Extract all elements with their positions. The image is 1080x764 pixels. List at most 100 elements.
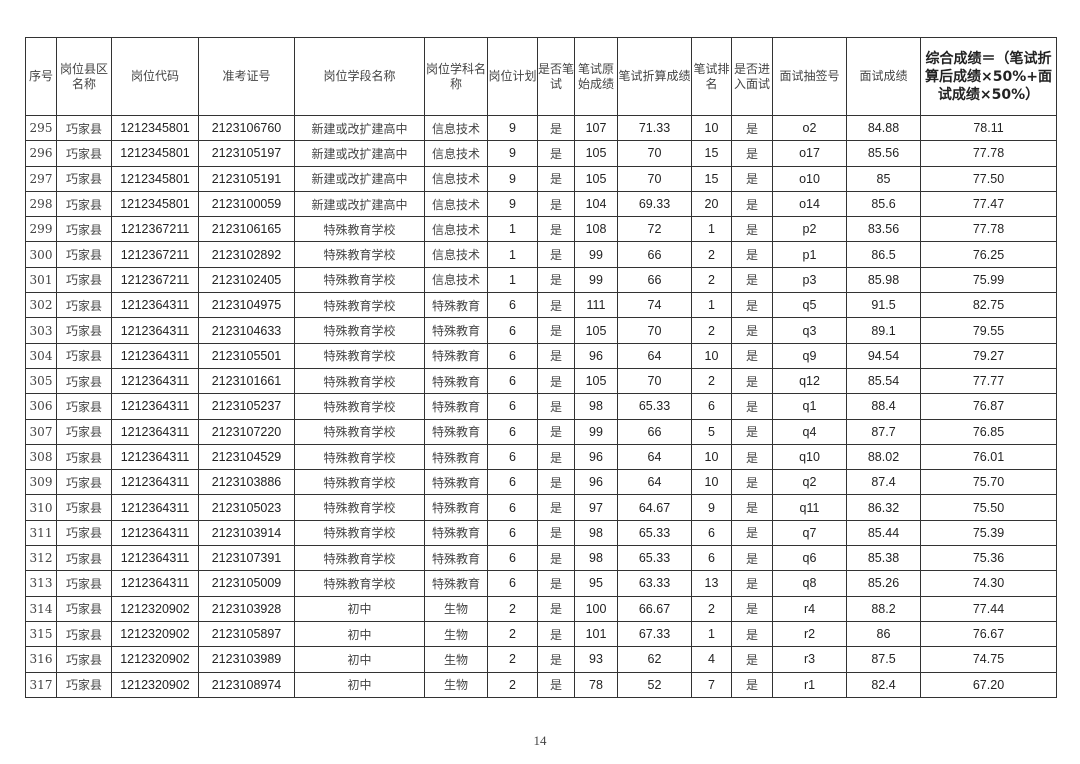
cell-written-raw: 78 (574, 671, 618, 698)
cell-subject: 特殊教育 (424, 418, 488, 445)
cell-school-stage: 初中 (294, 595, 425, 622)
cell-plan: 9 (487, 114, 538, 142)
cell-draw-number: o17 (772, 140, 847, 167)
cell-post-code: 1212364311 (111, 494, 199, 521)
cell-composite-score: 77.50 (920, 165, 1057, 192)
cell-written-raw: 98 (574, 519, 618, 547)
cell-written-raw: 111 (574, 292, 618, 319)
cell-written-raw: 95 (574, 570, 618, 597)
cell-written-rank: 1 (691, 216, 732, 243)
cell-written-exam: 是 (537, 266, 575, 294)
cell-written-exam: 是 (537, 646, 575, 673)
cell-subject: 特殊教育 (424, 469, 488, 496)
cell-plan: 6 (487, 418, 538, 445)
cell-interview-score: 85.56 (846, 140, 921, 167)
cell-composite-score: 75.36 (920, 545, 1057, 572)
table-row: 306 巧家县 1212364311 2123105237 特殊教育学校 特殊教育 6 是 98… (25, 393, 1057, 420)
cell-subject: 信息技术 (424, 190, 488, 218)
cell-county: 巧家县 (56, 620, 112, 648)
cell-interview-entry: 是 (731, 418, 773, 445)
cell-composite-score: 76.87 (920, 393, 1057, 420)
cell-written-converted: 63.33 (617, 570, 692, 597)
cell-post-code: 1212364311 (111, 570, 199, 597)
table-row: 315 巧家县 1212320902 2123105897 初中 生物 2 是 101 67.33… (25, 620, 1057, 648)
cell-composite-score: 79.55 (920, 317, 1057, 344)
cell-ticket-number: 2123108974 (198, 671, 295, 698)
cell-interview-entry: 是 (731, 140, 773, 167)
cell-ticket-number: 2123102892 (198, 241, 295, 268)
cell-written-converted: 70 (617, 317, 692, 344)
cell-ticket-number: 2123105191 (198, 165, 295, 192)
cell-index: 310 (25, 494, 57, 521)
cell-interview-score: 88.2 (846, 595, 921, 622)
cell-draw-number: q7 (772, 519, 847, 547)
cell-written-converted: 65.33 (617, 545, 692, 572)
cell-county: 巧家县 (56, 292, 112, 319)
cell-written-converted: 64 (617, 342, 692, 369)
cell-interview-entry: 是 (731, 367, 773, 395)
cell-post-code: 1212345801 (111, 140, 199, 167)
cell-written-exam: 是 (537, 317, 575, 344)
cell-county: 巧家县 (56, 646, 112, 673)
cell-draw-number: p1 (772, 241, 847, 268)
cell-composite-score: 77.44 (920, 595, 1057, 622)
cell-subject: 信息技术 (424, 266, 488, 294)
cell-draw-number: q2 (772, 469, 847, 496)
cell-composite-score: 77.78 (920, 140, 1057, 167)
cell-interview-entry: 是 (731, 292, 773, 319)
cell-ticket-number: 2123105009 (198, 570, 295, 597)
cell-written-raw: 105 (574, 140, 618, 167)
cell-written-converted: 70 (617, 367, 692, 395)
cell-written-raw: 96 (574, 342, 618, 369)
cell-interview-score: 85.54 (846, 367, 921, 395)
cell-ticket-number: 2123106165 (198, 216, 295, 243)
cell-subject: 特殊教育 (424, 393, 488, 420)
cell-school-stage: 新建或改扩建高中 (294, 140, 425, 167)
cell-written-converted: 74 (617, 292, 692, 319)
cell-post-code: 1212364311 (111, 342, 199, 369)
cell-interview-entry: 是 (731, 216, 773, 243)
cell-written-converted: 66.67 (617, 595, 692, 622)
cell-written-rank: 6 (691, 545, 732, 572)
cell-index: 309 (25, 469, 57, 496)
cell-written-rank: 10 (691, 114, 732, 142)
cell-written-raw: 96 (574, 443, 618, 471)
cell-written-raw: 105 (574, 367, 618, 395)
cell-ticket-number: 2123105237 (198, 393, 295, 420)
header-county: 岗位县区名称 (56, 37, 112, 116)
cell-index: 301 (25, 266, 57, 294)
cell-county: 巧家县 (56, 266, 112, 294)
cell-written-rank: 2 (691, 317, 732, 344)
cell-draw-number: p3 (772, 266, 847, 294)
cell-ticket-number: 2123104975 (198, 292, 295, 319)
header-index: 序号 (25, 37, 57, 116)
cell-draw-number: q9 (772, 342, 847, 369)
cell-plan: 6 (487, 367, 538, 395)
cell-subject: 特殊教育 (424, 367, 488, 395)
cell-plan: 2 (487, 671, 538, 698)
cell-written-rank: 7 (691, 671, 732, 698)
cell-interview-score: 82.4 (846, 671, 921, 698)
cell-draw-number: q5 (772, 292, 847, 319)
cell-plan: 6 (487, 443, 538, 471)
cell-written-exam: 是 (537, 367, 575, 395)
cell-written-converted: 71.33 (617, 114, 692, 142)
cell-interview-score: 88.02 (846, 443, 921, 471)
cell-interview-score: 85.44 (846, 519, 921, 547)
cell-written-exam: 是 (537, 292, 575, 319)
table-row: 316 巧家县 1212320902 2123103989 初中 生物 2 是 93 62 4 是 r3… (25, 646, 1057, 673)
cell-written-converted: 70 (617, 140, 692, 167)
cell-plan: 6 (487, 292, 538, 319)
cell-post-code: 1212364311 (111, 418, 199, 445)
cell-interview-entry: 是 (731, 494, 773, 521)
cell-school-stage: 新建或改扩建高中 (294, 114, 425, 142)
cell-draw-number: r3 (772, 646, 847, 673)
cell-written-raw: 93 (574, 646, 618, 673)
table-row: 317 巧家县 1212320902 2123108974 初中 生物 2 是 78 52 7 是 r1… (25, 671, 1057, 698)
table-row: 307 巧家县 1212364311 2123107220 特殊教育学校 特殊教育 6 是 99… (25, 418, 1057, 445)
cell-plan: 9 (487, 165, 538, 192)
header-plan: 岗位计划 (487, 37, 538, 116)
cell-interview-entry: 是 (731, 165, 773, 192)
cell-written-converted: 62 (617, 646, 692, 673)
cell-subject: 特殊教育 (424, 292, 488, 319)
